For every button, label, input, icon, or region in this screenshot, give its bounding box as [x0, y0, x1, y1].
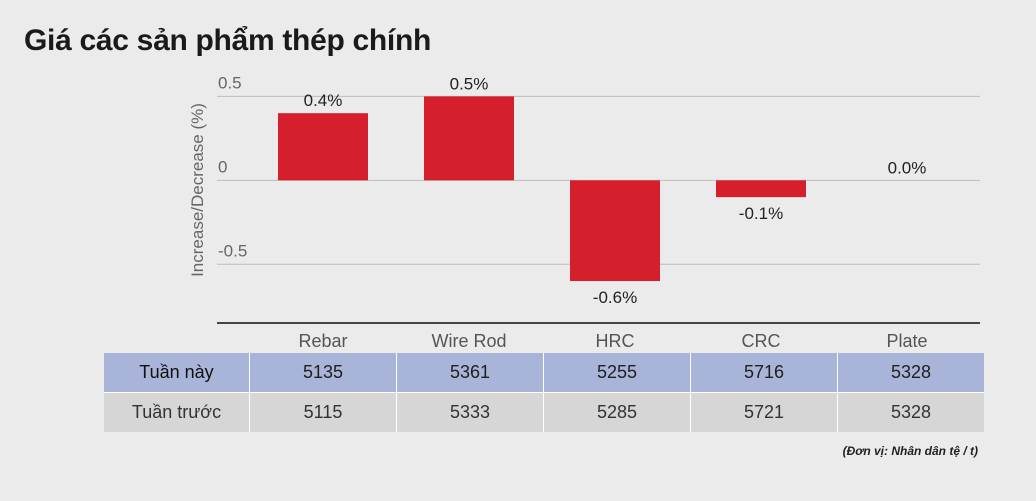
- data-label: 0.0%: [888, 158, 927, 177]
- table-cell: 5255: [543, 353, 691, 393]
- price-table: Tuần này 5135 5361 5255 5716 5328 Tuần t…: [104, 353, 984, 432]
- table-cell: 5328: [837, 392, 984, 432]
- y-axis-label: Increase/Decrease (%): [188, 103, 207, 277]
- table-cell: 5135: [249, 353, 397, 393]
- chart-title: Giá các sản phẩm thép chính: [24, 24, 432, 57]
- category-label: Wire Rod: [431, 331, 506, 351]
- table-cell: 5716: [690, 353, 838, 393]
- bar: [424, 96, 514, 181]
- bar: [278, 113, 368, 181]
- y-tick-label: -0.5: [218, 241, 247, 260]
- category-label: Rebar: [298, 331, 347, 351]
- table-cell: 5285: [543, 392, 691, 432]
- category-labels: Rebar Wire Rod HRC CRC Plate: [298, 331, 927, 351]
- data-labels: 0.4% 0.5% -0.6% -0.1% 0.0%: [304, 74, 927, 307]
- data-label: -0.6%: [593, 288, 637, 307]
- category-label: Plate: [886, 331, 927, 351]
- unit-note: (Đơn vị: Nhân dân tệ / t): [842, 444, 978, 458]
- data-label: 0.5%: [450, 74, 489, 93]
- category-label: HRC: [596, 331, 635, 351]
- table-row-this-week: Tuần này 5135 5361 5255 5716 5328: [104, 353, 984, 393]
- data-label: 0.4%: [304, 91, 343, 110]
- category-label: CRC: [742, 331, 781, 351]
- table-cell: 5361: [396, 353, 544, 393]
- bar: [716, 180, 806, 198]
- table-cell: 5333: [396, 392, 544, 432]
- row-label: Tuần này: [104, 353, 250, 393]
- bar: [570, 180, 660, 282]
- y-axis: 0.5 0 -0.5: [218, 73, 247, 260]
- table-cell: 5721: [690, 392, 838, 432]
- y-tick-label: 0.5: [218, 73, 242, 92]
- y-tick-label: 0: [218, 157, 227, 176]
- bar-chart: 0.5 0 -0.5 Increase/Decrease (%) 0.4% 0.5% -…: [188, 73, 980, 351]
- data-label: -0.1%: [739, 204, 783, 223]
- table-cell: 5115: [249, 392, 397, 432]
- table-cell: 5328: [837, 353, 984, 393]
- bars: [278, 96, 806, 282]
- table-row-last-week: Tuần trước 5115 5333 5285 5721 5328: [104, 392, 984, 432]
- row-label: Tuần trước: [104, 392, 250, 432]
